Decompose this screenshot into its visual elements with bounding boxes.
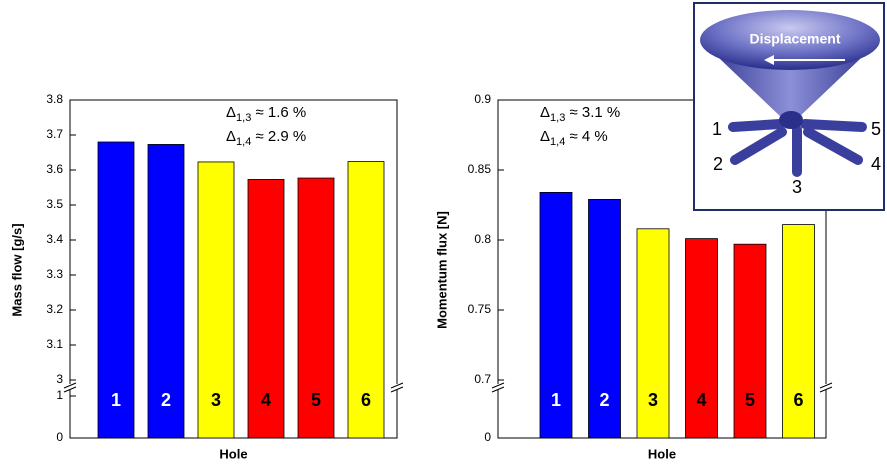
category-label: 6	[793, 390, 803, 410]
category-label: 2	[161, 390, 171, 410]
category-label: 5	[745, 390, 755, 410]
y-tick-label: 3.5	[46, 197, 63, 211]
y-tick-label: 3.8	[46, 92, 63, 106]
y-tick-label: 3.6	[46, 162, 63, 176]
category-label: 1	[111, 390, 121, 410]
y-tick-label: 0	[56, 430, 63, 444]
annotation-text: ≈ 4 %	[565, 128, 607, 145]
annotation-text: ≈ 1.6 %	[251, 104, 306, 121]
annotation: Δ1,4 ≈ 4 %	[540, 128, 608, 148]
inset-label: 1	[712, 119, 722, 139]
y-tick-label: 3.2	[46, 302, 63, 316]
category-label: 4	[261, 390, 271, 410]
chart: 0 1 3 3.1 3.2 3.3 3.4 3.5 3.6 3.7 3.8 1 2 3 4 5 6 Hole Mas…	[9, 92, 403, 461]
y-tick-label: 0	[484, 430, 491, 444]
category-label: 1	[551, 390, 561, 410]
y-tick-label: 3.4	[46, 232, 63, 246]
y-tick-label: 0.75	[468, 302, 492, 316]
y-tick-label: 3.7	[46, 127, 63, 141]
annotation-subscript: 1,3	[236, 112, 251, 124]
category-label: 4	[696, 390, 706, 410]
y-tick-label: 0.8	[474, 232, 491, 246]
y-axis-title: Mass flow [g/s]	[9, 223, 24, 316]
y-axis-title: Momentum flux [N]	[434, 211, 449, 329]
annotation-symbol: Δ	[540, 128, 550, 145]
y-tick-label: 3	[56, 372, 63, 386]
annotation: Δ1,4 ≈ 2.9 %	[226, 128, 306, 148]
inset-title: Displacement	[749, 31, 840, 47]
figure: 0 1 3 3.1 3.2 3.3 3.4 3.5 3.6 3.7 3.8 1 2 3 4 5 6 Hole Mas…	[0, 0, 887, 469]
tube	[733, 124, 780, 127]
inset-label: 5	[871, 119, 881, 139]
annotation-symbol: Δ	[226, 104, 236, 121]
x-axis-title: Hole	[219, 446, 247, 461]
annotation-text: ≈ 3.1 %	[565, 104, 620, 121]
annotation: Δ1,3 ≈ 1.6 %	[226, 104, 306, 124]
category-label: 3	[211, 390, 221, 410]
annotation-subscript: 1,3	[550, 112, 565, 124]
y-tick-label: 1	[56, 388, 63, 402]
y-tick-label: 3.1	[46, 337, 63, 351]
inset: Displacement 1 2 3 4 5	[694, 3, 884, 210]
category-label: 6	[361, 390, 371, 410]
annotation: Δ1,3 ≈ 3.1 %	[540, 104, 620, 124]
annotation-subscript: 1,4	[550, 136, 565, 148]
y-tick-label: 3.3	[46, 267, 63, 281]
inset-label: 2	[713, 154, 723, 174]
category-label: 5	[311, 390, 321, 410]
y-tick-label: 0.7	[474, 372, 491, 386]
annotation-symbol: Δ	[226, 128, 236, 145]
category-label: 3	[648, 390, 658, 410]
y-tick-label: 0.85	[468, 162, 492, 176]
x-axis-title: Hole	[648, 446, 676, 461]
y-tick-label: 0.9	[474, 92, 491, 106]
tube	[805, 124, 862, 127]
inset-label: 4	[871, 154, 881, 174]
annotation-subscript: 1,4	[236, 136, 251, 148]
inset-label: 3	[792, 177, 802, 197]
funnel-neck	[779, 111, 803, 129]
annotation-symbol: Δ	[540, 104, 550, 121]
category-label: 2	[599, 390, 609, 410]
annotation-text: ≈ 2.9 %	[251, 128, 306, 145]
